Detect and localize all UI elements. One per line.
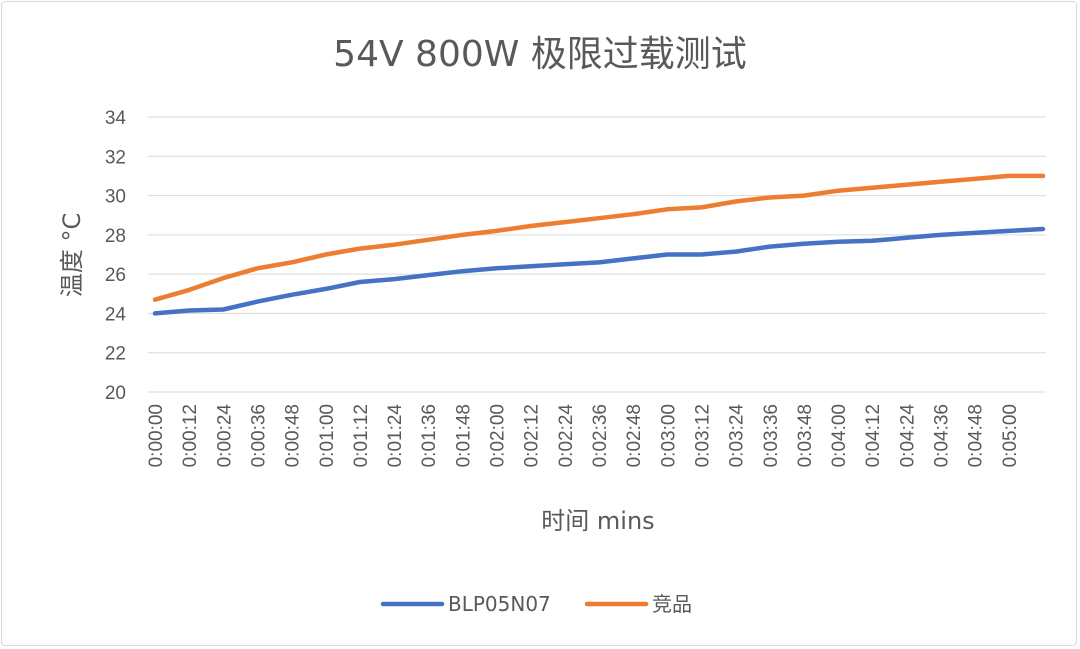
x-tick-label: 0:03:36: [761, 404, 782, 467]
x-tick-label: 0:04:00: [829, 404, 850, 467]
gridlines: [148, 116, 1046, 393]
x-tick-label: 0:02:00: [488, 404, 509, 467]
x-tick-label: 0:02:24: [556, 404, 577, 468]
y-tick-label: 24: [105, 304, 127, 325]
y-tick-label: 34: [105, 108, 127, 129]
legend-label: 竞品: [652, 592, 692, 616]
y-tick-label: 30: [105, 187, 126, 208]
x-tick-label: 0:00:00: [146, 404, 167, 467]
x-tick-label: 0:02:36: [590, 404, 611, 467]
y-tick-label: 22: [105, 344, 126, 365]
x-tick-label: 0:03:48: [795, 404, 816, 467]
x-axis-ticks: 0:00:00 0:00:12 0:00:24 0:00:36 0:00:48 0:01:…: [146, 404, 1021, 468]
legend-label: BLP05N07: [448, 592, 551, 616]
x-axis-title: 时间 mins: [541, 507, 654, 535]
x-tick-label: 0:01:00: [317, 404, 338, 467]
x-tick-label: 0:00:48: [283, 404, 304, 467]
x-tick-label: 0:03:00: [658, 404, 679, 467]
chart-title: 54V 800W 极限过载测试: [333, 34, 747, 75]
x-tick-label: 0:02:12: [522, 404, 543, 467]
x-tick-label: 0:01:48: [453, 404, 474, 467]
x-tick-label: 0:00:36: [248, 404, 269, 467]
x-tick-label: 0:01:24: [385, 404, 406, 468]
series-lines: [152, 173, 1046, 316]
x-tick-label: 0:00:12: [180, 404, 201, 467]
x-tick-label: 0:04:24: [897, 404, 918, 468]
x-tick-label: 0:00:24: [214, 404, 235, 468]
x-tick-label: 0:05:00: [1000, 404, 1021, 467]
series-line: [152, 226, 1046, 316]
y-axis-title: 温度 °C: [58, 213, 86, 297]
y-tick-label: 32: [105, 147, 126, 168]
x-tick-label: 0:04:48: [966, 404, 987, 467]
x-tick-label: 0:04:12: [863, 404, 884, 467]
x-tick-label: 0:01:12: [351, 404, 372, 467]
y-tick-label: 26: [105, 265, 126, 286]
legend: BLP05N07 竞品: [380, 592, 692, 616]
x-tick-label: 0:04:36: [932, 404, 953, 467]
y-tick-label: 20: [105, 383, 126, 404]
x-tick-label: 0:03:12: [692, 404, 713, 467]
x-tick-label: 0:03:24: [727, 404, 748, 468]
y-tick-label: 28: [105, 226, 126, 247]
x-tick-label: 0:01:36: [419, 404, 440, 467]
x-tick-label: 0:02:48: [624, 404, 645, 467]
y-axis-ticks: 20 22 24 26 28 30 32 34: [105, 108, 127, 404]
series-line: [152, 173, 1046, 302]
